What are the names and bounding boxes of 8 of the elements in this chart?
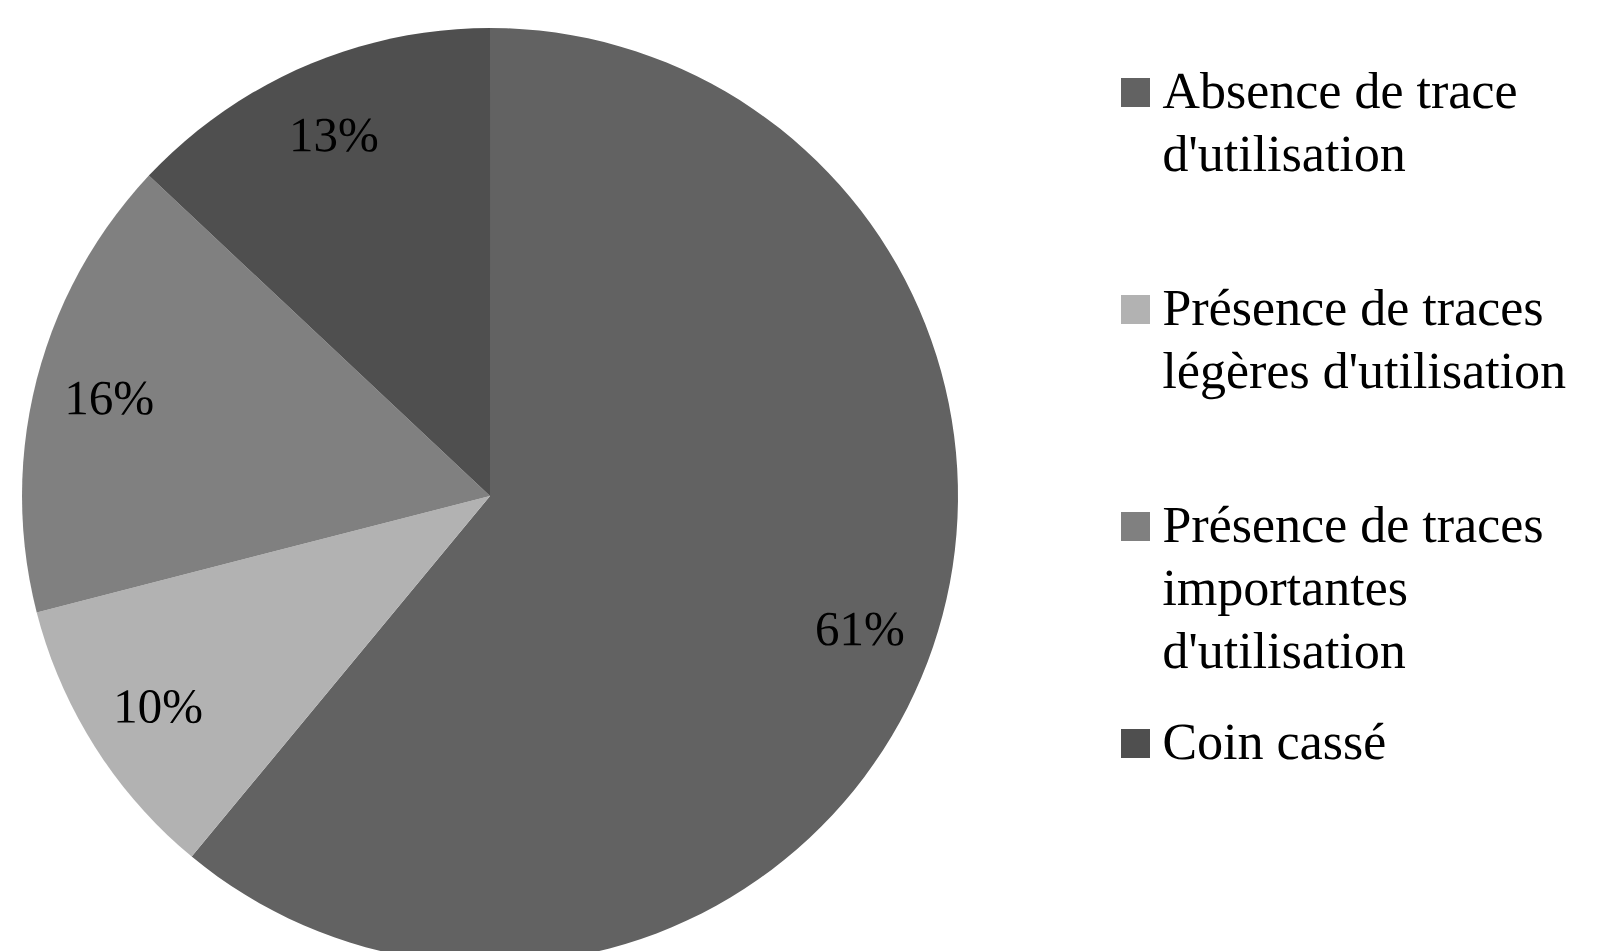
data-label: 13%	[293, 118, 378, 152]
legend-label: Coin cassé	[1164, 722, 1385, 760]
data-label: 61%	[817, 612, 904, 646]
legend-label: Présence de traces importantes d'utilisation	[1163, 505, 1542, 669]
data-label: 10%	[117, 690, 202, 724]
legend-label: Présence de traces légères d'utilisation	[1163, 288, 1566, 400]
legend-label: Absence de trace d'utilisation	[1162, 71, 1516, 172]
data-label: 16%	[68, 381, 153, 415]
